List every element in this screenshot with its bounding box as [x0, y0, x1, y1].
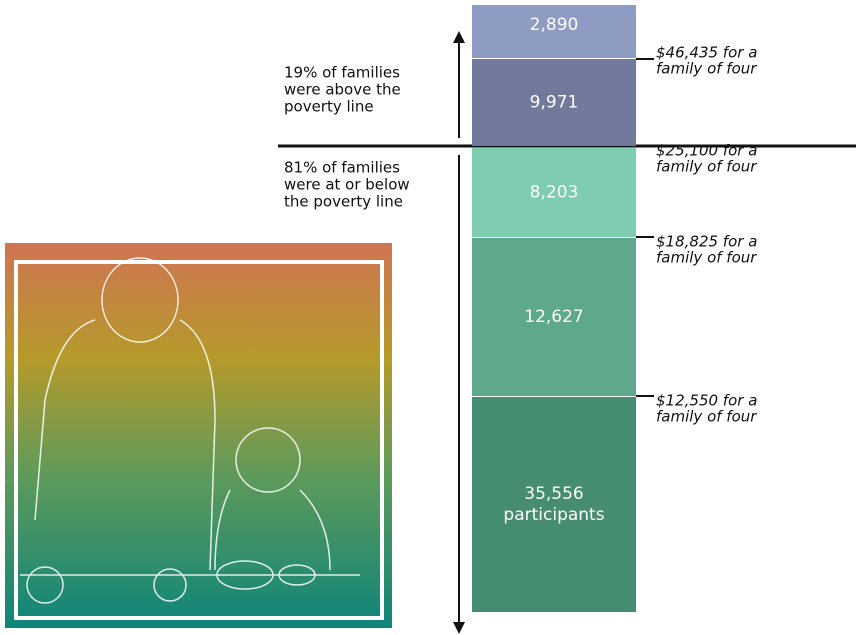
segment-label: participants	[503, 505, 604, 525]
segment-label: 8,203	[530, 183, 579, 203]
note-text: the poverty line	[284, 193, 403, 211]
note-text: 19% of families	[284, 64, 400, 82]
note-text: were at or below	[284, 176, 410, 194]
threshold-label: family of four	[656, 249, 757, 267]
segment-label: 12,627	[524, 307, 583, 327]
threshold-label: family of four	[656, 408, 757, 426]
note-text: poverty line	[284, 98, 374, 116]
infographic: 2,8909,9718,20312,62735,556participants$…	[0, 0, 856, 635]
segment-label: 9,971	[530, 93, 579, 113]
note-text: were above the	[284, 81, 401, 99]
threshold-label: family of four	[656, 158, 757, 176]
segment-label: 35,556	[524, 484, 583, 504]
threshold-label: family of four	[656, 60, 757, 78]
illustration	[5, 243, 392, 628]
segment-label: 2,890	[530, 15, 579, 35]
note-text: 81% of families	[284, 159, 400, 177]
